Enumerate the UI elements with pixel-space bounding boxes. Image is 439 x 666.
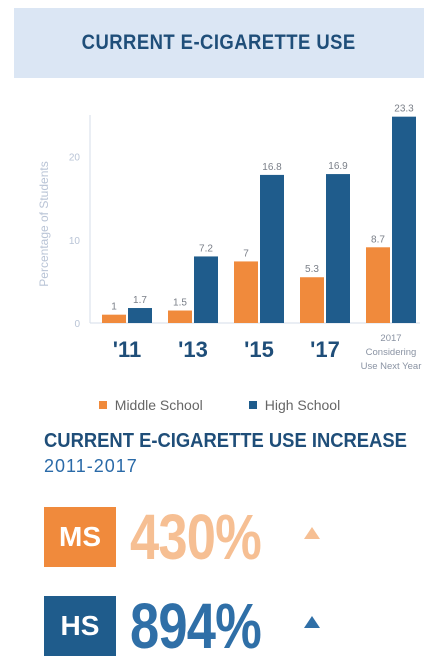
legend-swatch-high-school: [248, 401, 257, 409]
legend-label-middle-school: Middle School: [114, 397, 203, 413]
up-arrow-icon: [304, 616, 320, 628]
x-tick-label: '13: [178, 337, 208, 362]
x-tick-label: Use Next Year: [361, 361, 422, 372]
x-tick-label: '15: [244, 337, 274, 362]
bar-middle-school: [168, 310, 192, 323]
data-label: 16.9: [328, 161, 348, 172]
bar-chart: 0 10 20 Percentage of Students 1 1.7 '11 1.5 7.2…: [37, 104, 422, 372]
ms-increase-row: MS 430%: [44, 501, 404, 573]
x-tick-label: 2017: [380, 333, 401, 344]
chart-legend: Middle School High School: [0, 395, 439, 415]
bar-high-school: [194, 256, 218, 323]
data-label: 1.5: [173, 298, 187, 309]
increase-years: 2011-2017: [44, 456, 138, 476]
y-tick-label: 0: [74, 319, 80, 330]
x-tick-label: Considering: [366, 347, 417, 358]
x-tick-label: '11: [113, 337, 142, 362]
data-label: 1: [111, 302, 117, 313]
page-title: CURRENT E-CIGARETTE USE: [81, 31, 356, 54]
hs-badge: HS: [44, 596, 116, 656]
up-arrow-icon: [304, 527, 320, 539]
bar-high-school: [128, 308, 152, 323]
increase-title: CURRENT E-CIGARETTE USE INCREASE: [44, 430, 407, 452]
bar-high-school: [260, 174, 284, 323]
bar-middle-school: [102, 314, 126, 323]
data-label: 23.3: [394, 104, 414, 115]
legend-item-high-school: High School: [248, 395, 341, 415]
data-label: 16.8: [262, 162, 282, 173]
data-label: 7.2: [199, 243, 213, 254]
bar-middle-school: [300, 277, 324, 323]
legend-item-middle-school: Middle School: [98, 395, 203, 415]
y-tick-label: 10: [69, 236, 81, 247]
y-axis-label: Percentage of Students: [37, 161, 51, 286]
x-tick-label: '17: [310, 337, 340, 362]
bar-middle-school: [234, 261, 258, 323]
ms-badge: MS: [44, 507, 116, 567]
hs-increase-value: 894%: [130, 590, 262, 662]
data-label: 1.7: [133, 295, 147, 306]
legend-swatch-middle-school: [98, 401, 107, 409]
bar-high-school: [326, 174, 350, 323]
legend-label-high-school: High School: [264, 397, 341, 413]
data-label: 8.7: [371, 234, 385, 245]
data-label: 7: [243, 248, 249, 259]
data-label: 5.3: [305, 264, 319, 275]
y-tick-label: 20: [69, 153, 81, 164]
title-banner: CURRENT E-CIGARETTE USE: [14, 8, 424, 78]
bar-middle-school: [366, 247, 390, 323]
ms-increase-value: 430%: [130, 501, 262, 573]
hs-increase-row: HS 894%: [44, 590, 404, 662]
bar-high-school: [392, 116, 416, 323]
